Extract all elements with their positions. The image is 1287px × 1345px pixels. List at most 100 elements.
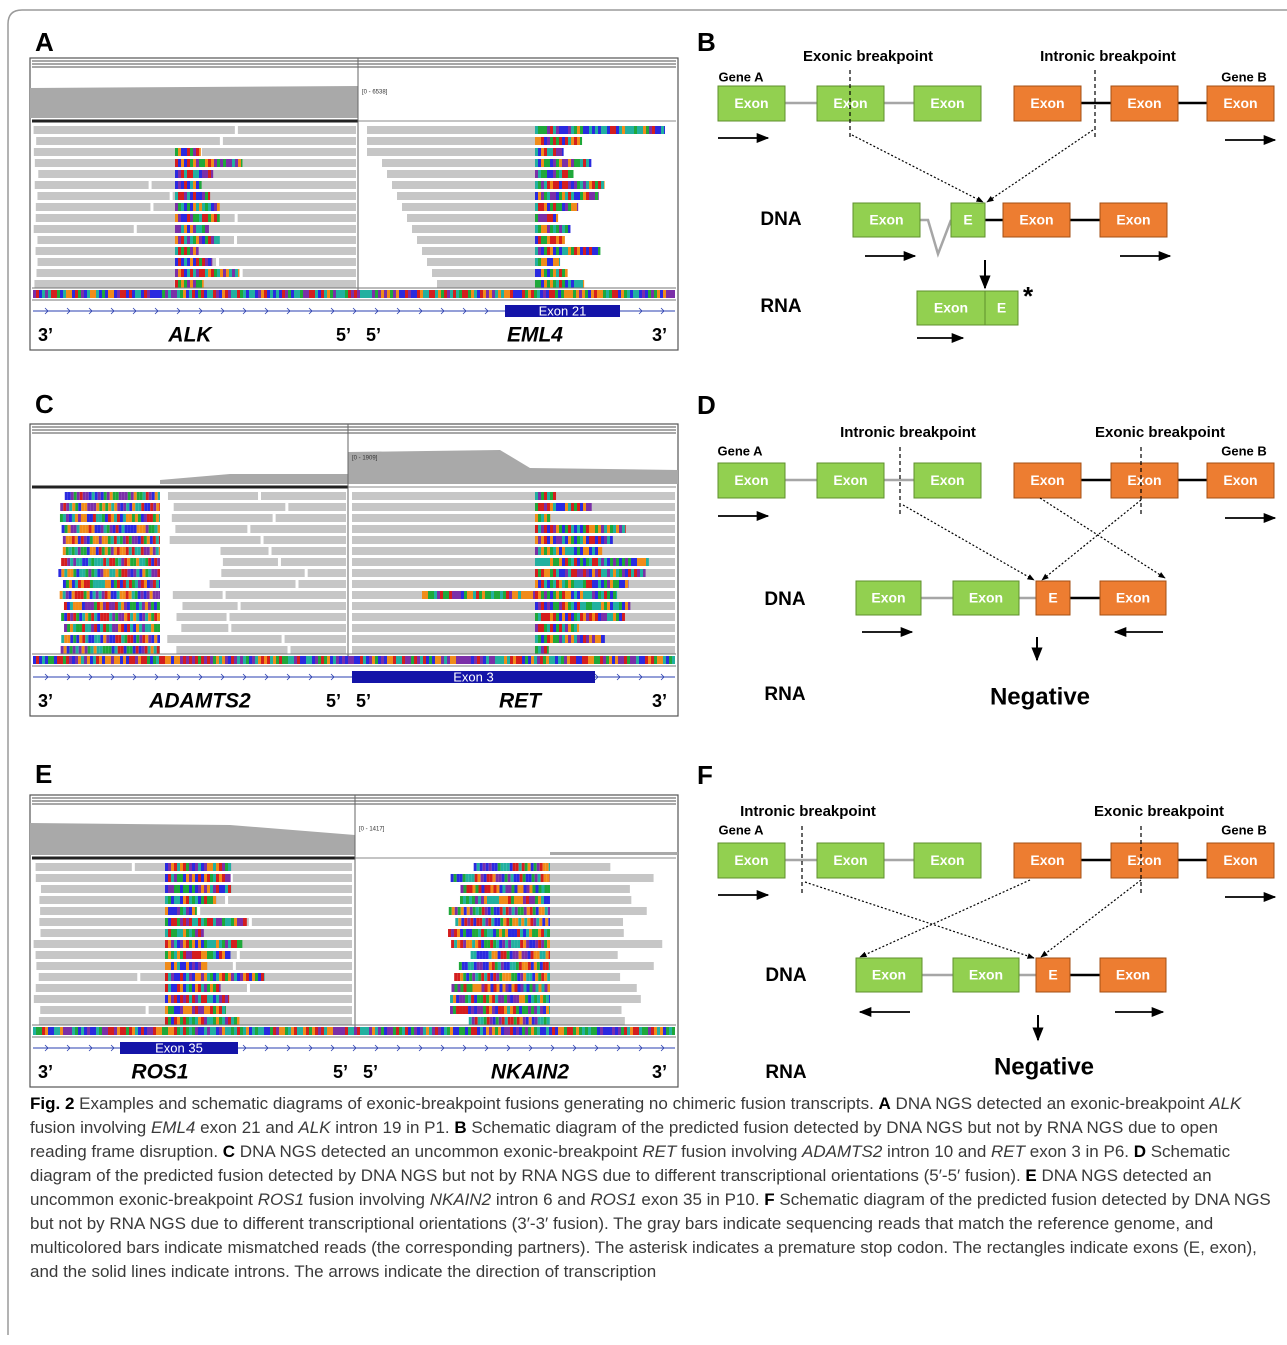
mismatch-base (198, 984, 201, 992)
mismatch-base (518, 907, 521, 915)
mismatch-base (451, 874, 454, 882)
read (230, 885, 352, 893)
mismatch-base (99, 656, 102, 664)
mismatch-base (565, 580, 568, 588)
mismatch-base (237, 1027, 240, 1035)
mismatch-base (529, 874, 532, 882)
mismatch-base (117, 290, 120, 298)
mismatch-base (264, 973, 265, 981)
mismatch-base (550, 591, 553, 599)
igv-panel: [0 - 6538]Exon 213’ALK5’5’EML43’ (30, 58, 678, 350)
mismatch-base (61, 613, 64, 621)
caption-gene: RET (642, 1142, 676, 1161)
mismatch-base (516, 995, 519, 1003)
mismatch-base (89, 492, 92, 500)
mismatch-base (636, 290, 639, 298)
mismatch-base (586, 181, 589, 189)
mismatch-base (111, 580, 114, 588)
read (34, 148, 199, 156)
mismatch-base (378, 290, 381, 298)
mismatch-base (538, 602, 541, 610)
mismatch-base (535, 525, 538, 533)
mismatch-base (90, 290, 93, 298)
mismatch-base (494, 907, 497, 915)
read (231, 624, 346, 632)
mismatch-base (450, 1006, 453, 1014)
mismatch-base (90, 656, 93, 664)
mismatch-base (87, 536, 90, 544)
mismatch-base (228, 874, 231, 882)
mismatch-base (592, 247, 595, 255)
mismatch-base (535, 214, 538, 222)
mismatch-base (583, 181, 586, 189)
mismatch-base (610, 569, 613, 577)
read (382, 159, 535, 167)
gene-label: Gene A (718, 822, 764, 837)
mismatch-base (165, 896, 168, 904)
mismatch-base (550, 225, 553, 233)
mismatch-base (532, 973, 535, 981)
mismatch-base (559, 181, 562, 189)
mismatch-base (222, 1027, 225, 1035)
mismatch-base (216, 1006, 219, 1014)
mismatch-base (534, 995, 537, 1003)
mismatch-base (537, 290, 540, 298)
mismatch-base (547, 236, 550, 244)
mismatch-base (466, 940, 469, 948)
mismatch-base (568, 580, 571, 588)
mismatch-base (195, 907, 197, 915)
mismatch-base (75, 656, 78, 664)
mismatch-base (538, 635, 541, 643)
read (193, 170, 356, 178)
mismatch-base (545, 918, 548, 926)
mismatch-base (175, 159, 178, 167)
mismatch-base (486, 995, 489, 1003)
mismatch-base (66, 656, 69, 664)
mismatch-base (225, 940, 228, 948)
mismatch-base (219, 290, 222, 298)
mismatch-base (228, 918, 231, 926)
mismatch-base (541, 885, 544, 893)
mismatch-base (159, 656, 162, 664)
mismatch-base (154, 602, 157, 610)
mismatch-base (544, 613, 547, 621)
mismatch-base (186, 1017, 189, 1025)
mismatch-base (580, 591, 583, 599)
mismatch-base (645, 290, 648, 298)
mismatch-base (243, 1027, 246, 1035)
mismatch-base (559, 602, 562, 610)
caption-text: Examples and schematic diagrams of exoni… (74, 1094, 878, 1113)
mismatch-base (333, 1027, 336, 1035)
mismatch-base (211, 269, 214, 277)
mismatch-base (231, 1027, 234, 1035)
mismatch-base (516, 656, 519, 664)
mismatch-base (165, 863, 168, 871)
mismatch-base (204, 1017, 207, 1025)
mismatch-base (567, 1027, 570, 1035)
mismatch-base (207, 984, 210, 992)
read (437, 280, 535, 288)
mismatch-base (556, 569, 559, 577)
mismatch-base (118, 613, 121, 621)
mismatch-base (541, 148, 544, 156)
mismatch-base (207, 1006, 210, 1014)
mismatch-base (562, 635, 565, 643)
mismatch-base (505, 940, 508, 948)
mismatch-base (199, 170, 202, 178)
mismatch-base (174, 1006, 177, 1014)
mismatch-base (74, 525, 77, 533)
mismatch-base (571, 126, 574, 134)
mismatch-base (128, 492, 131, 500)
mismatch-base (577, 547, 580, 555)
mismatch-base (375, 1027, 378, 1035)
mismatch-base (529, 940, 532, 948)
mismatch-base (178, 170, 181, 178)
mismatch-base (211, 258, 212, 266)
mismatch-base (562, 558, 565, 566)
mismatch-base (174, 290, 177, 298)
mismatch-base (116, 492, 119, 500)
mismatch-base (117, 503, 120, 511)
mismatch-base (495, 863, 498, 871)
mismatch-base (139, 602, 142, 610)
mismatch-base (124, 569, 127, 577)
